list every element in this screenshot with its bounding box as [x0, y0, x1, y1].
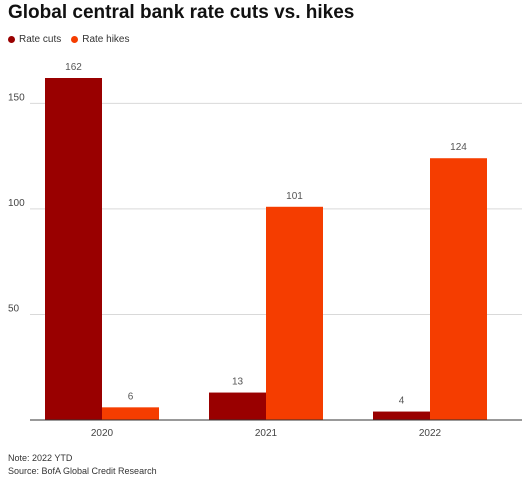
bar-rate-cuts-2021: [209, 392, 266, 420]
x-tick-label-2021: 2021: [255, 428, 278, 439]
x-tick-label-2022: 2022: [419, 428, 442, 439]
y-tick-label-150: 150: [8, 92, 25, 103]
bar-rate-hikes-2022: [430, 158, 487, 420]
footer-source: Source: BofA Global Credit Research: [8, 466, 157, 476]
bar-chart: 50 100 150 162 6 2020 13 101 2021 4 124 2022: [8, 62, 522, 439]
data-label-rate-cuts-2021: 13: [232, 377, 244, 388]
data-label-rate-cuts-2022: 4: [399, 396, 405, 407]
chart-title: Global central bank rate cuts vs. hikes: [8, 2, 355, 23]
x-tick-label-2020: 2020: [91, 428, 114, 439]
bar-rate-cuts-2022: [373, 411, 430, 420]
data-label-rate-hikes-2022: 124: [450, 142, 467, 153]
legend-item-rate-hikes: Rate hikes: [71, 34, 130, 45]
y-tick-label-50: 50: [8, 303, 20, 314]
bar-rate-cuts-2020: [45, 78, 102, 420]
y-tick-label-100: 100: [8, 198, 25, 209]
footer-note: Note: 2022 YTD: [8, 453, 73, 463]
legend-label-rate-hikes: Rate hikes: [82, 34, 130, 45]
legend-swatch-rate-hikes: [71, 36, 79, 43]
legend-item-rate-cuts: Rate cuts: [8, 34, 61, 45]
data-label-rate-cuts-2020: 162: [65, 62, 82, 73]
legend-label-rate-cuts: Rate cuts: [19, 34, 62, 45]
footer: Note: 2022 YTD Source: BofA Global Credi…: [8, 452, 157, 478]
data-label-rate-hikes-2021: 101: [286, 191, 303, 202]
bar-rate-hikes-2021: [266, 206, 323, 420]
legend-swatch-rate-cuts: [8, 36, 15, 43]
data-label-rate-hikes-2020: 6: [128, 391, 134, 402]
bar-rate-hikes-2020: [102, 407, 159, 420]
legend: Rate cuts Rate hikes: [8, 34, 140, 45]
